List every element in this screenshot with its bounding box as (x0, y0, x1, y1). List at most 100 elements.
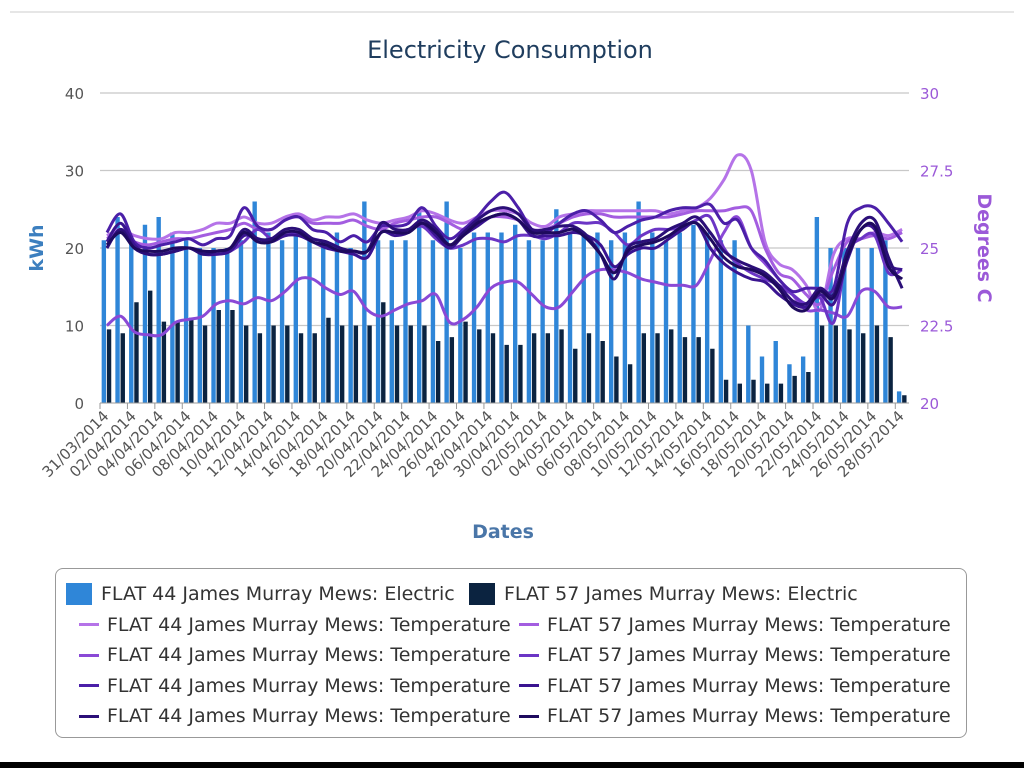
legend-item[interactable]: FLAT 57 James Murray Mews: Temperature (519, 703, 951, 729)
bar (751, 379, 756, 403)
legend-label: FLAT 44 James Murray Mews: Temperature (107, 644, 511, 666)
legend-item[interactable]: FLAT 57 James Murray Mews: Temperature (519, 642, 951, 668)
bar (526, 240, 532, 403)
gridlines (100, 92, 909, 327)
legend-label: FLAT 57 James Murray Mews: Temperature (547, 613, 951, 636)
legend-item[interactable]: FLAT 44 James Murray Mews: Electric (66, 581, 455, 607)
legend-swatch (469, 583, 495, 605)
y-right-tick-label: 22.5 (920, 318, 953, 336)
bar (129, 240, 134, 403)
legend-swatch (519, 623, 539, 626)
bar (189, 317, 194, 403)
bar (197, 248, 203, 403)
y-left-tick-label: 20 (65, 240, 84, 258)
bar (710, 348, 715, 403)
legend-swatch (519, 653, 539, 657)
bar-series (101, 201, 907, 404)
bar (573, 348, 578, 403)
bar (773, 341, 778, 403)
legend-item[interactable]: FLAT 44 James Murray Mews: Temperature (79, 703, 511, 729)
bar (499, 232, 504, 403)
bar (225, 248, 230, 403)
legend-label: FLAT 44 James Murray Mews: Electric (101, 583, 455, 605)
legend-item[interactable]: FLAT 57 James Murray Mews: Temperature (519, 612, 951, 638)
x-axis-ticks: 31/03/201402/04/201404/04/201406/04/2014… (39, 403, 908, 481)
bar (696, 337, 701, 404)
bar (778, 383, 784, 404)
bar (806, 372, 811, 403)
x-axis-label: Dates (472, 521, 534, 543)
legend-label: FLAT 44 James Murray Mews: Temperature (107, 613, 511, 636)
bar (161, 321, 167, 404)
bar (896, 391, 902, 404)
y-right-tick-label: 25 (920, 240, 939, 258)
bar (449, 337, 455, 404)
bar (156, 217, 161, 403)
legend-item[interactable]: FLAT 57 James Murray Mews: Temperature (519, 673, 951, 699)
bar (545, 333, 551, 403)
legend-item[interactable]: FLAT 44 James Murray Mews: Temperature (79, 673, 511, 699)
bar (430, 240, 436, 403)
bar (326, 317, 331, 403)
bar (655, 333, 660, 403)
bar (691, 224, 696, 403)
bottom-divider (0, 762, 1024, 768)
bar (559, 329, 564, 404)
legend-label: FLAT 44 James Murray Mews: Temperature (107, 674, 511, 697)
bar (833, 325, 838, 403)
bar (888, 337, 893, 404)
bar (362, 201, 367, 403)
bar (669, 329, 674, 404)
legend-item[interactable]: FLAT 57 James Murray Mews: Electric (469, 581, 858, 607)
bar (513, 224, 518, 403)
y-axis-left-label: kWh (26, 224, 48, 271)
bar (504, 344, 509, 404)
bar (106, 329, 112, 404)
bar (142, 224, 148, 403)
bar (855, 248, 861, 403)
bar (147, 290, 153, 404)
bar (759, 356, 765, 403)
y-left-tick-label: 30 (65, 163, 84, 181)
legend-item[interactable]: FLAT 44 James Murray Mews: Temperature (79, 642, 511, 668)
legend-label: FLAT 57 James Murray Mews: Temperature (547, 674, 951, 697)
bar (252, 201, 257, 403)
chart-legend: FLAT 44 James Murray Mews: Electric FLAT … (55, 568, 967, 738)
bar (175, 321, 180, 404)
bar (554, 209, 559, 403)
bar (367, 325, 372, 403)
bar (622, 232, 628, 403)
bar (134, 302, 139, 403)
bar (115, 217, 120, 403)
temperature-line (106, 205, 903, 307)
bar (902, 395, 907, 403)
bar (718, 240, 724, 403)
y-right-tick-label: 30 (920, 85, 939, 103)
bar (307, 240, 312, 403)
bar (293, 232, 298, 403)
y-left-tick-label: 10 (65, 318, 84, 336)
y-axis-right-label: Degrees C (973, 193, 995, 302)
bar (567, 232, 573, 403)
legend-swatch (79, 714, 99, 718)
bar (312, 333, 317, 403)
bar (485, 232, 490, 403)
bar (257, 333, 263, 403)
bar (243, 325, 249, 403)
bar (800, 356, 806, 403)
legend-swatch (519, 684, 539, 687)
bar (279, 240, 285, 403)
legend-item[interactable]: FLAT 44 James Murray Mews: Temperature (79, 612, 511, 638)
bar (298, 333, 304, 403)
line-series (105, 153, 904, 338)
legend-swatch (519, 714, 539, 718)
bar (682, 337, 688, 404)
legend-label: FLAT 57 James Murray Mews: Temperature (547, 705, 951, 727)
bar (394, 325, 400, 403)
bar (458, 248, 463, 403)
bar (861, 333, 866, 403)
left-axis-ticks: 0 10 20 30 40 (65, 85, 84, 413)
bar (581, 232, 586, 403)
bar (266, 232, 271, 403)
bar (614, 356, 619, 403)
